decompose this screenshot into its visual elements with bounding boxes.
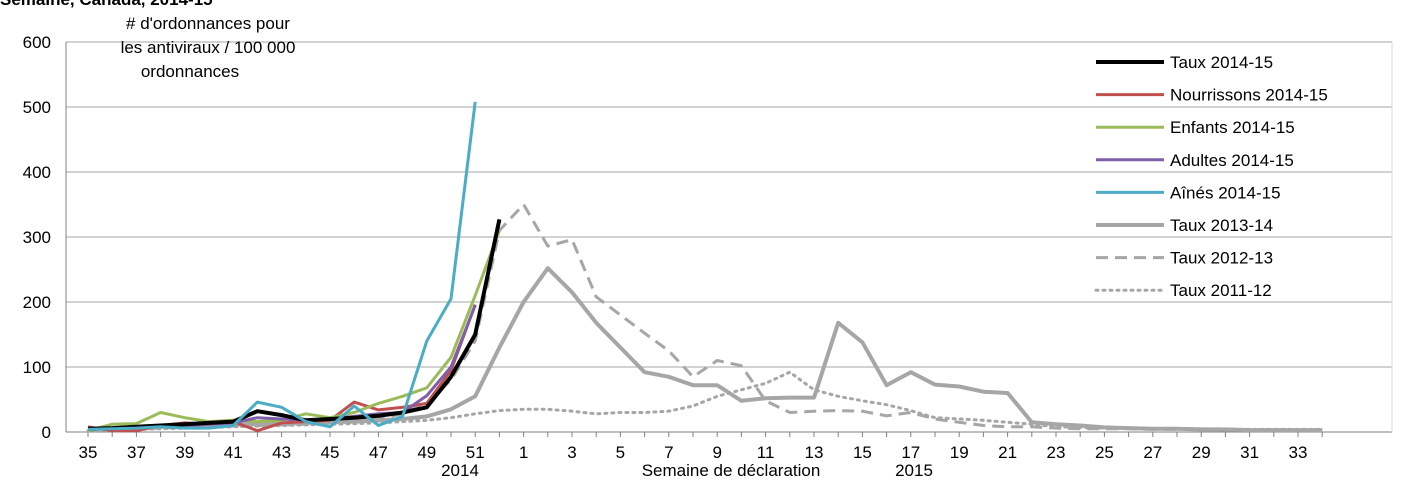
x-tick-label: 1 [519,443,528,462]
x-tick-label: 47 [369,443,388,462]
y-tick-label: 600 [23,33,51,52]
series-line [87,203,1323,432]
y-tick-label: 300 [23,228,51,247]
x-tick-label: 3 [567,443,576,462]
x-axis-label: Semaine de déclaration [642,461,821,480]
x-year-label-2015: 2015 [895,461,933,480]
legend-label: Taux 2012-13 [1170,249,1273,268]
x-tick-label: 15 [853,443,872,462]
x-tick-label: 51 [466,443,485,462]
x-tick-label: 49 [417,443,436,462]
x-tick-label: 29 [1192,443,1211,462]
x-tick-label: 43 [272,443,291,462]
x-tick-label: 19 [950,443,969,462]
y-tick-label: 0 [42,423,51,442]
y-axis-label: # d'ordonnances pour les antiviraux / 10… [121,14,296,81]
x-tick-label: 27 [1143,443,1162,462]
y-tick-labels: 0 100 200 300 400 500 600 [23,33,51,442]
x-tick-label: 17 [901,443,920,462]
x-tick-label: 45 [321,443,340,462]
x-year-label-2014: 2014 [441,461,479,480]
x-tick-label: 11 [757,443,775,462]
legend-label: Nourrissons 2014-15 [1170,86,1328,105]
legend-label: Aînés 2014-15 [1170,183,1281,202]
series-lines [86,101,1324,433]
x-tick-label: 21 [998,443,1017,462]
y-axis-label-line-3: ordonnances [141,62,239,81]
x-tick-label: 41 [224,443,243,462]
x-tick-label: 25 [1095,443,1114,462]
x-tick-label: 13 [805,443,824,462]
x-tick-label: 33 [1289,443,1308,462]
legend-label: Taux 2013-14 [1170,216,1273,235]
x-tick-label: 9 [712,443,721,462]
legend: Taux 2014-15 Nourrissons 2014-15 Enfants 2… [1094,53,1328,300]
y-tick-label: 500 [23,98,51,117]
x-tick-marks [87,432,1323,437]
legend-label: Adultes 2014-15 [1170,151,1294,170]
legend-label: Taux 2011-12 [1170,281,1272,300]
x-tick-label: 23 [1047,443,1066,462]
y-tick-label: 400 [23,163,51,182]
y-tick-label: 100 [23,358,51,377]
gridlines [66,41,1392,368]
x-tick-label: 35 [79,443,98,462]
y-axis-label-line-2: les antiviraux / 100 000 [121,38,296,57]
y-tick-label: 200 [23,293,51,312]
series-line [87,101,477,431]
x-tick-labels: 35 37 39 41 43 45 47 49 51 1 3 5 7 9 11 13 15 17 19 21 23 25 2… [79,443,1308,462]
chart-title: Semaine, Canada, 2014-15 [0,0,213,9]
legend-label: Enfants 2014-15 [1170,118,1295,137]
legend-label: Taux 2014-15 [1170,53,1273,72]
y-axis-label-line-1: # d'ordonnances pour [126,14,290,33]
x-tick-label: 31 [1240,443,1259,462]
series-line [87,229,501,433]
x-tick-label: 39 [175,443,194,462]
x-tick-label: 37 [127,443,146,462]
x-tick-label: 7 [664,443,673,462]
x-tick-label: 5 [616,443,625,462]
